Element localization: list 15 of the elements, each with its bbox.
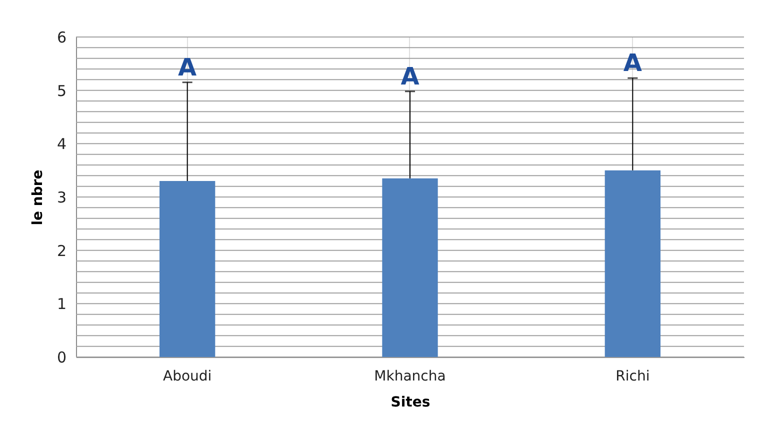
y-tick-label: 0 — [56, 348, 66, 366]
y-tick-label: 1 — [56, 295, 66, 314]
y-tick-label: 4 — [56, 135, 66, 154]
annotation: A — [178, 53, 198, 82]
y-tick-label: 2 — [56, 242, 66, 260]
y-axis-title: le nbre — [30, 170, 46, 226]
annotation: A — [400, 62, 420, 90]
x-tick-label: Mkhancha — [374, 368, 446, 384]
y-tick-label: 5 — [56, 82, 66, 100]
x-tick-label: Richi — [616, 368, 650, 384]
x-tick-label: Aboudi — [162, 368, 212, 384]
x-axis-title: Sites — [390, 394, 430, 410]
y-tick-label: 6 — [56, 28, 66, 46]
annotation: A — [623, 49, 642, 78]
y-tick-label: 3 — [56, 188, 66, 206]
